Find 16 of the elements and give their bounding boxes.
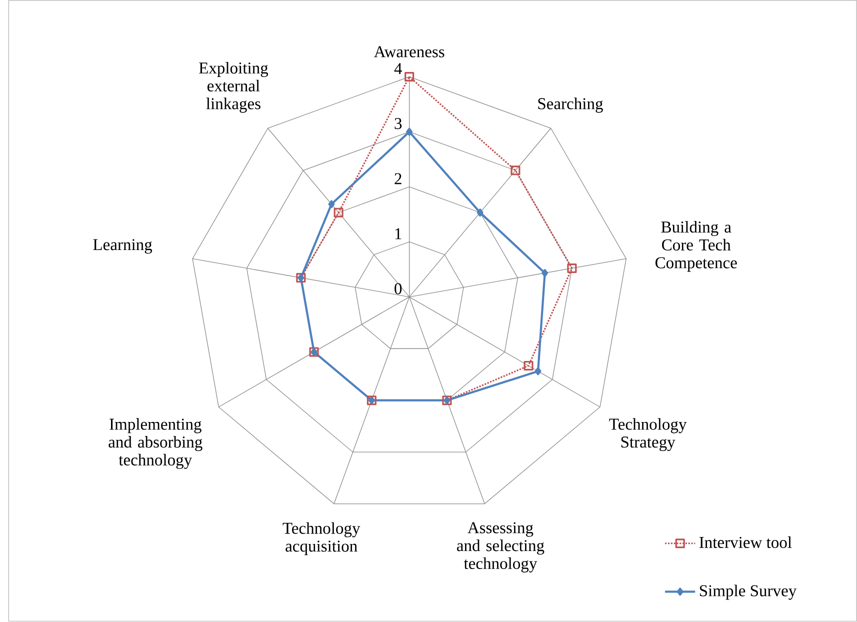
y-tick-label: 3 bbox=[394, 118, 402, 130]
spoke-label: Assessing and selecting technology bbox=[456, 522, 544, 573]
spoke-label: Technology Strategy bbox=[609, 418, 687, 452]
y-tick-label: 1 bbox=[395, 228, 402, 240]
spoke-label: Learning bbox=[93, 239, 152, 254]
legend-label: Simple Survey bbox=[700, 584, 797, 600]
spoke-label: Implementing and absorbing technology bbox=[108, 418, 202, 470]
y-tick-label: 0 bbox=[394, 283, 402, 294]
spoke-label: Exploiting external linkages bbox=[199, 62, 268, 113]
spoke-label: Searching bbox=[538, 98, 603, 113]
spoke-label: Awareness bbox=[374, 46, 444, 58]
spoke-label: Technology acquisition bbox=[282, 522, 360, 556]
spoke-label: Building a Core Tech Competence bbox=[655, 221, 737, 272]
legend-label: Interview tool bbox=[699, 536, 792, 548]
y-tick-label: 4 bbox=[394, 63, 402, 74]
y-tick-label: 2 bbox=[394, 173, 402, 184]
